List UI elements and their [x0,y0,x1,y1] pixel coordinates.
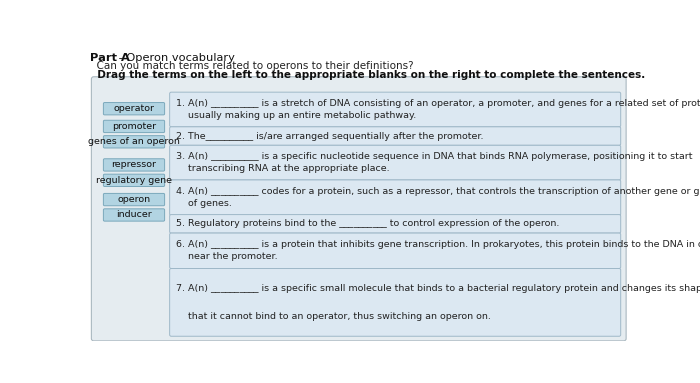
FancyBboxPatch shape [169,127,621,145]
Text: of genes.: of genes. [176,199,232,208]
FancyBboxPatch shape [92,77,626,341]
Text: Drag the terms on the left to the appropriate blanks on the right to complete th: Drag the terms on the left to the approp… [90,70,645,80]
Text: 2. The__________ is/are arranged sequentially after the promoter.: 2. The__________ is/are arranged sequent… [176,131,483,141]
FancyBboxPatch shape [169,233,621,268]
Text: 5. Regulatory proteins bind to the __________ to control expression of the opero: 5. Regulatory proteins bind to the _____… [176,219,559,228]
FancyBboxPatch shape [104,136,164,148]
FancyBboxPatch shape [104,120,164,133]
Text: - Operon vocabulary: - Operon vocabulary [116,53,235,63]
FancyBboxPatch shape [104,159,164,171]
Text: promoter: promoter [112,122,156,131]
Text: 4. A(n) __________ codes for a protein, such as a repressor, that controls the t: 4. A(n) __________ codes for a protein, … [176,187,700,196]
Text: 1. A(n) __________ is a stretch of DNA consisting of an operator, a promoter, an: 1. A(n) __________ is a stretch of DNA c… [176,99,700,108]
FancyBboxPatch shape [104,209,164,221]
FancyBboxPatch shape [169,92,621,127]
FancyBboxPatch shape [169,214,621,233]
Text: inducer: inducer [116,211,152,219]
Text: regulatory gene: regulatory gene [96,176,172,185]
Text: 3. A(n) __________ is a specific nucleotide sequence in DNA that binds RNA polym: 3. A(n) __________ is a specific nucleot… [176,152,692,161]
Text: 7. A(n) __________ is a specific small molecule that binds to a bacterial regula: 7. A(n) __________ is a specific small m… [176,284,700,293]
Text: usually making up an entire metabolic pathway.: usually making up an entire metabolic pa… [176,111,416,120]
FancyBboxPatch shape [169,145,621,180]
Text: that it cannot bind to an operator, thus switching an operon on.: that it cannot bind to an operator, thus… [176,312,491,321]
Text: operon: operon [118,195,150,204]
Text: Part A: Part A [90,53,130,63]
Text: Can you match terms related to operons to their definitions?: Can you match terms related to operons t… [90,61,414,71]
Text: near the promoter.: near the promoter. [176,252,277,262]
FancyBboxPatch shape [169,268,621,336]
FancyBboxPatch shape [169,180,621,215]
FancyBboxPatch shape [104,193,164,206]
FancyBboxPatch shape [104,174,164,187]
Text: operator: operator [113,104,155,113]
FancyBboxPatch shape [104,103,164,115]
Text: 6. A(n) __________ is a protein that inhibits gene transcription. In prokaryotes: 6. A(n) __________ is a protein that inh… [176,240,700,249]
Text: genes of an operon: genes of an operon [88,137,180,146]
Text: transcribing RNA at the appropriate place.: transcribing RNA at the appropriate plac… [176,164,389,173]
Text: repressor: repressor [111,160,157,169]
